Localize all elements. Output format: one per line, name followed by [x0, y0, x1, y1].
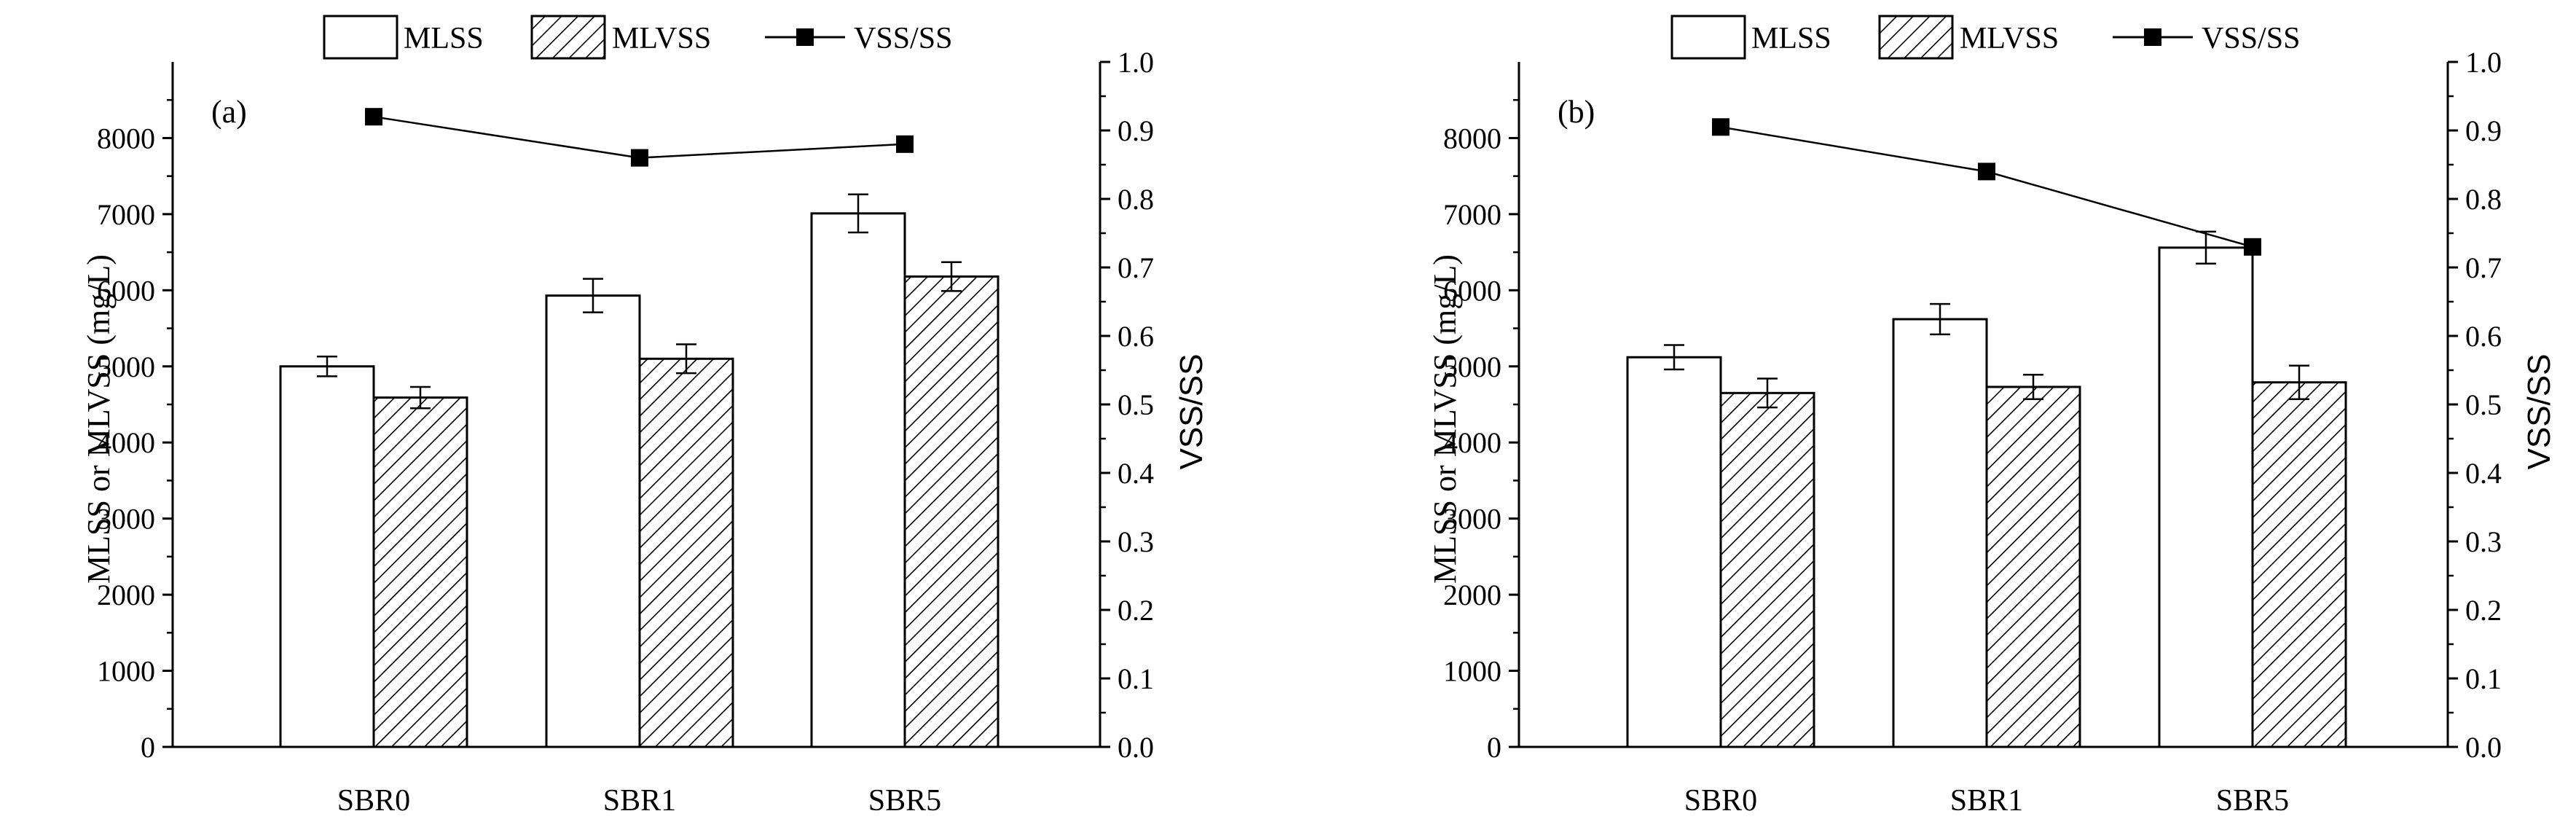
legend-b: MLSS MLVSS VSS/SS — [1670, 15, 2300, 60]
x-tick-label: SBR0 — [337, 784, 410, 818]
legend-label-mlvss: MLVSS — [612, 22, 711, 55]
y-tick-label: 2000 — [97, 579, 155, 611]
y2-tick-label: 0.2 — [2465, 594, 2502, 627]
legend-swatch-mlss — [1670, 15, 1746, 60]
legend-label-mlss: MLSS — [1751, 22, 1831, 55]
y2-tick-label: 0.2 — [1118, 594, 1154, 627]
y2-tick-label: 0.7 — [2465, 251, 2502, 284]
y2-tick-label: 0.6 — [1118, 320, 1154, 353]
bar-mlss — [545, 294, 641, 748]
y-tick-label: 7000 — [1443, 198, 1501, 231]
y2-tick-label: 0.9 — [2465, 114, 2502, 147]
y-tick-label: 6000 — [97, 274, 155, 307]
y2-tick-label: 0.7 — [1118, 251, 1154, 284]
bar-mlvss — [1985, 385, 2081, 748]
x-tick-label: SBR5 — [2216, 784, 2289, 818]
legend-label-vss-ss: VSS/SS — [854, 22, 952, 55]
bar-mlvss — [2251, 381, 2347, 748]
y2-tick-label: 0.3 — [1118, 525, 1154, 558]
y2-axis-title: VSS/SS — [1174, 354, 1209, 470]
bar-mlvss — [903, 275, 1000, 748]
point-vss-ss — [365, 108, 382, 126]
y-tick-label: 5000 — [1443, 351, 1501, 383]
panel-b: 0 1000 2000 3000 4000 5000 6000 7000 8000 0.0 0.1 0… — [1427, 46, 2557, 818]
bar-mlvss — [372, 396, 468, 748]
legend-label-mlvss: MLVSS — [1960, 22, 2059, 55]
y2-tick-label: 0.6 — [2465, 320, 2502, 353]
legend-swatch-mlvss — [1878, 15, 1954, 60]
bar-mlss — [279, 365, 375, 748]
y-tick-label: 6000 — [1443, 274, 1501, 307]
y2-tick-label: 0.4 — [1118, 457, 1154, 490]
y-tick-label: 8000 — [1443, 122, 1501, 154]
x-tick-label: SBR0 — [1684, 784, 1757, 818]
panel-label: (a) — [211, 94, 247, 130]
y2-tick-label: 0.4 — [2465, 457, 2502, 490]
y-tick-label: 0 — [1487, 731, 1501, 764]
panel-label: (b) — [1558, 94, 1595, 130]
y2-tick-label: 1.0 — [2465, 46, 2502, 79]
point-vss-ss — [631, 149, 648, 167]
x-tick-label: SBR5 — [868, 784, 941, 818]
point-vss-ss — [1712, 118, 1729, 136]
legend-marker-vss-ss — [796, 28, 814, 46]
y2-axis-title: VSS/SS — [2521, 354, 2557, 470]
bar-mlss — [1626, 356, 1722, 748]
x-tick-label: SBR1 — [1950, 784, 2023, 818]
panel-a: 0 1000 2000 3000 4000 5000 6000 7000 8000 0.0 0.1 0… — [81, 46, 1209, 818]
y2-tick-label: 0.5 — [2465, 388, 2502, 421]
bar-mlss — [2158, 246, 2254, 748]
legend-label-vss-ss: VSS/SS — [2202, 22, 2300, 55]
point-vss-ss — [896, 135, 914, 153]
legend-a: MLSS MLVSS VSS/SS — [323, 15, 952, 60]
y-tick-label: 1000 — [97, 655, 155, 688]
legend-label-mlss: MLSS — [404, 22, 484, 55]
y-tick-label: 1000 — [1443, 655, 1501, 688]
y-tick-label: 3000 — [97, 503, 155, 536]
y2-tick-label: 1.0 — [1118, 46, 1154, 79]
bar-mlss — [810, 212, 906, 748]
y2-tick-label: 0.8 — [2465, 183, 2502, 216]
y-axis-title: MLSS or MLVSS (mg/L) — [81, 254, 117, 584]
y2-tick-label: 0.5 — [1118, 388, 1154, 421]
y-tick-label: 4000 — [97, 426, 155, 459]
y-tick-label: 7000 — [97, 198, 155, 231]
y2-tick-label: 0.8 — [1118, 183, 1154, 216]
y2-tick-label: 0.1 — [2465, 662, 2502, 695]
legend-marker-vss-ss — [2144, 28, 2161, 46]
bar-mlss — [1892, 318, 1988, 748]
y-tick-label: 4000 — [1443, 426, 1501, 459]
y2-tick-label: 0.0 — [1118, 731, 1154, 764]
y-tick-label: 2000 — [1443, 579, 1501, 611]
point-vss-ss — [2244, 238, 2261, 256]
y-axis-title: MLSS or MLVSS (mg/L) — [1427, 254, 1463, 584]
point-vss-ss — [1978, 162, 1995, 181]
bar-mlvss — [638, 357, 734, 748]
legend-swatch-mlvss — [530, 15, 606, 60]
y-tick-label: 5000 — [97, 351, 155, 383]
y-tick-label: 3000 — [1443, 503, 1501, 536]
x-tick-label: SBR1 — [603, 784, 676, 818]
y2-tick-label: 0.1 — [1118, 662, 1154, 695]
y2-tick-label: 0.9 — [1118, 114, 1154, 147]
y-tick-label: 8000 — [97, 122, 155, 154]
y2-tick-label: 0.3 — [2465, 525, 2502, 558]
bar-mlvss — [1719, 391, 1815, 748]
y-tick-label: 0 — [141, 731, 155, 764]
legend-swatch-mlss — [323, 15, 398, 60]
series-line-vss-ss — [1720, 126, 2253, 248]
y2-tick-label: 0.0 — [2465, 731, 2502, 764]
